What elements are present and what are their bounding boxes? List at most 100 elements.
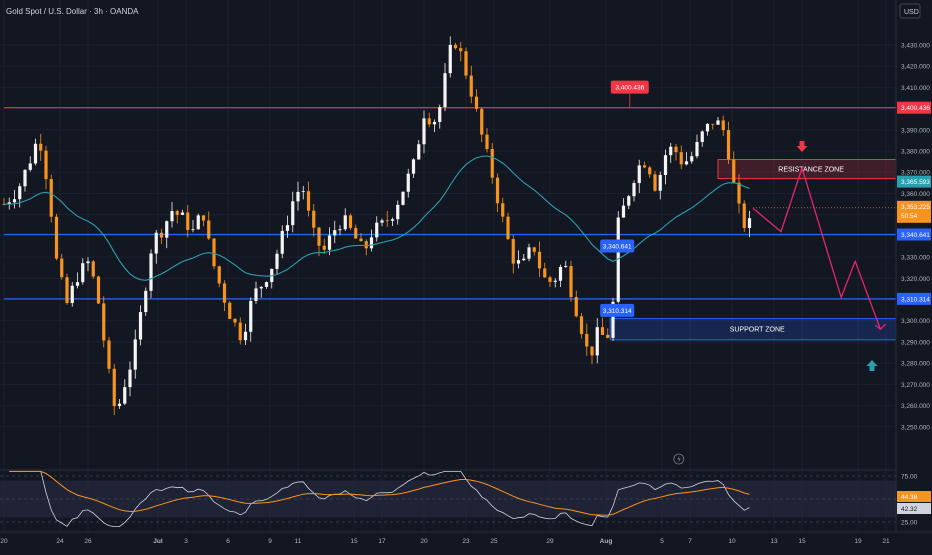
candle-up: [170, 211, 174, 222]
candle-up: [291, 201, 295, 226]
candle-down: [207, 220, 211, 239]
price-tick: 3,390.000: [901, 127, 930, 134]
candle-down: [490, 149, 494, 178]
horizontal-lines: [4, 107, 896, 300]
candle-down: [312, 210, 316, 228]
date-tick: 17: [378, 538, 386, 545]
candle-up: [522, 258, 526, 261]
price-axis-bg: [896, 0, 932, 550]
date-tick: 19: [854, 538, 862, 545]
candle-up: [280, 230, 284, 254]
candle-up: [343, 215, 347, 230]
date-tick: 9: [268, 538, 272, 545]
lightning-icon-bolt: [677, 455, 681, 463]
support-line-lower-axis-label: 3,310.314: [901, 296, 930, 303]
candle-up: [595, 327, 599, 356]
rsi-pane[interactable]: 75.00 25.00 44.38 42.32: [0, 469, 931, 527]
rsi-value: 42.32: [901, 506, 918, 513]
candle-down: [91, 261, 95, 277]
candle-down: [653, 174, 657, 191]
current-price-label: 3,353.225: [901, 204, 930, 211]
candle-up: [191, 229, 195, 231]
price-tick: 3,290.000: [901, 339, 930, 346]
candle-down: [600, 327, 605, 335]
candle-up: [632, 183, 636, 197]
candle-up: [411, 159, 416, 174]
candle-up: [684, 161, 689, 165]
rsi-ma-line: [9, 470, 750, 516]
current-price-tag: [897, 200, 931, 223]
candle-up: [144, 290, 148, 313]
candle-down: [569, 266, 573, 298]
rsi-level-top: 75.00: [901, 474, 918, 481]
candle-up: [658, 174, 662, 191]
projection: [752, 141, 886, 372]
candle-up: [422, 118, 426, 145]
candle-up: [611, 301, 615, 338]
price-axis[interactable]: USD3,430.0003,420.0003,410.0003,400.0003…: [895, 0, 932, 550]
candle-up: [28, 163, 32, 170]
candle-down: [238, 322, 242, 341]
date-tick: 3: [184, 538, 188, 545]
price-tick: 3,370.000: [901, 170, 930, 177]
candle-down: [737, 182, 741, 204]
candle-down: [469, 75, 473, 97]
candle-up: [7, 202, 11, 205]
lightning-icon[interactable]: [673, 453, 685, 465]
date-tick: 20: [420, 538, 428, 545]
candle-up: [417, 144, 421, 160]
candle-up: [558, 266, 563, 281]
candle-up: [180, 212, 185, 215]
candle-down: [579, 316, 584, 334]
candle-up: [663, 155, 668, 175]
support-line-upper-axis-tag: [897, 228, 931, 241]
candle-down: [233, 318, 237, 323]
candle-up: [401, 191, 405, 205]
currency-box[interactable]: [899, 3, 921, 19]
support-zone-label: SUPPORT ZONE: [730, 327, 785, 334]
candle-down: [464, 51, 468, 76]
candle-down: [501, 203, 505, 217]
candle-up: [637, 165, 641, 184]
candle-up: [627, 196, 631, 206]
support-line-lower-tag: [600, 303, 635, 317]
date-tick: 6: [226, 538, 230, 545]
support-line-lower-axis-tag: [897, 292, 931, 305]
candle-up: [243, 331, 248, 341]
candle-up: [527, 247, 531, 259]
date-tick: 5: [660, 538, 664, 545]
resistance-price-tag-text: 3,400.436: [615, 85, 644, 92]
price-tick: 3,420.000: [901, 64, 930, 71]
ema-axis-tag: [897, 175, 931, 188]
candle-up: [264, 282, 269, 287]
candle-down: [511, 239, 515, 264]
candle-down: [39, 143, 43, 151]
candle-down: [674, 146, 678, 153]
price-tick: 3,430.000: [901, 42, 930, 49]
candle-up: [70, 285, 74, 304]
candle-up: [705, 123, 710, 132]
currency-label: USD: [904, 9, 919, 16]
candle-up: [375, 222, 379, 238]
date-axis[interactable]: 20 24 26 Jul 3 6 9 11 15 17 20 23 25 29 Aug 5 7 10 13 15 19 2…: [0, 531, 932, 545]
date-tick: 15: [350, 538, 358, 545]
candle-up: [553, 280, 557, 282]
date-tick: 11: [295, 538, 302, 545]
candle-up: [86, 261, 90, 264]
candle-up: [616, 217, 620, 302]
candle-up: [690, 156, 694, 162]
candle-up: [249, 301, 253, 332]
candle-up: [333, 230, 337, 236]
date-tick: 20: [0, 538, 8, 545]
date-tick: 13: [770, 538, 778, 545]
candle-down: [427, 118, 431, 125]
candle-down: [506, 216, 510, 240]
candle-down: [459, 48, 463, 52]
candle-down: [60, 258, 64, 278]
candle-up: [75, 282, 80, 286]
lightning-icon-ring: [673, 453, 685, 465]
price-tick: 3,300.000: [901, 318, 930, 325]
rsi-level-bottom: 25.00: [901, 520, 918, 527]
